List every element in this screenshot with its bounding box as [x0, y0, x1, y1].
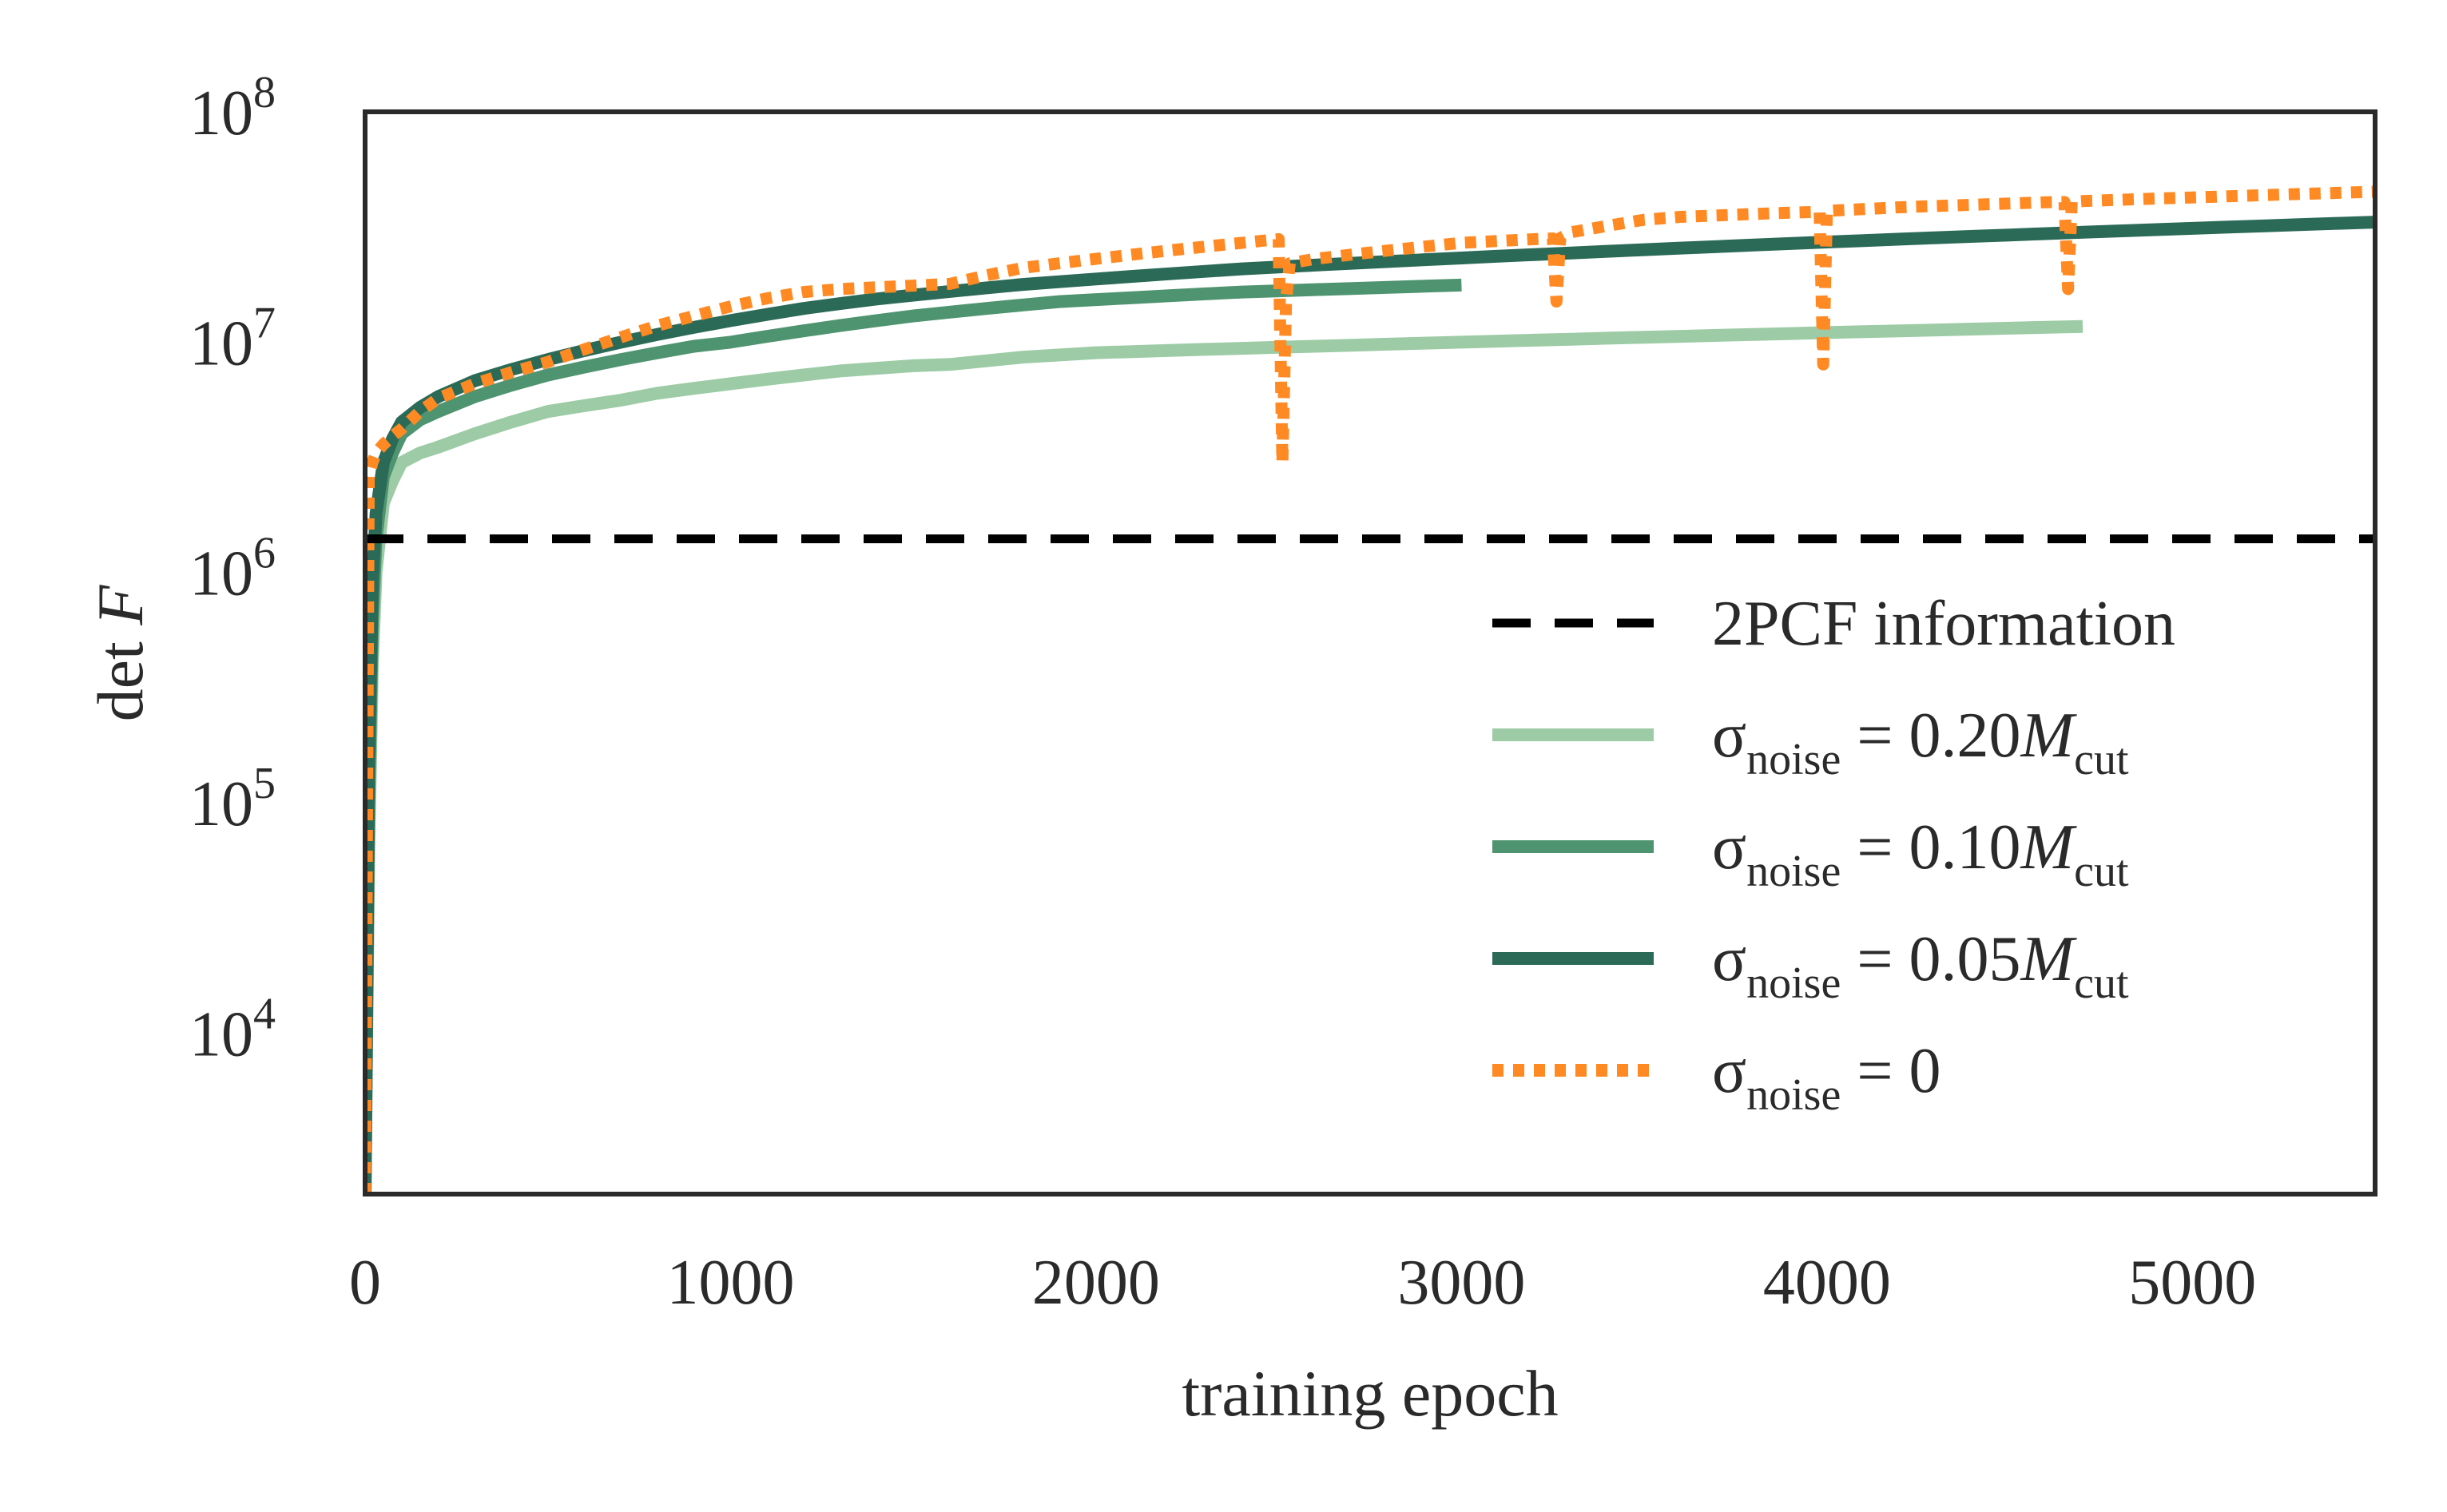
plot-frame — [363, 109, 2377, 1197]
y-tick-label-3: 107 — [189, 298, 276, 379]
y-tick-label-1: 105 — [189, 759, 276, 839]
legend-sub: noise — [1746, 735, 1841, 784]
x-tick-label-1: 1000 — [666, 1248, 794, 1318]
x-axis-label: training epoch — [1182, 1357, 1558, 1430]
y-tick-base: 10 — [189, 769, 253, 839]
x-tick-label-3: 3000 — [1397, 1248, 1525, 1318]
y-tick-exp: 5 — [253, 759, 276, 808]
legend-m: M — [2020, 700, 2077, 771]
legend-sub: noise — [1746, 1070, 1841, 1120]
y-tick-base: 10 — [189, 78, 253, 149]
y-axis-label-prefix: det — [84, 625, 157, 722]
y-axis-label-var: F — [84, 585, 157, 626]
y-tick-exp: 7 — [253, 298, 276, 347]
legend-sigma: σ — [1712, 812, 1746, 883]
y-axis-label: det F — [84, 585, 157, 722]
legend-eq: = 0.05 — [1841, 924, 2020, 994]
x-tick-label-4: 4000 — [1763, 1248, 1891, 1318]
y-tick-base: 10 — [189, 539, 253, 609]
legend-label-0: 2PCF information — [1712, 589, 2175, 659]
y-tick-label-2: 106 — [189, 529, 276, 609]
x-axis-ticks: 0 1000 2000 3000 4000 5000 — [349, 1248, 2256, 1318]
legend-label-3: σnoise = 0.05Mcut — [1712, 924, 2129, 1008]
series-line-0 — [365, 319, 2084, 1194]
x-tick-label-0: 0 — [349, 1248, 381, 1318]
legend-sigma: σ — [1712, 1036, 1746, 1106]
legend-sigma: σ — [1712, 700, 1746, 771]
series-line-2 — [365, 216, 2375, 1194]
legend-eq: = 0 — [1841, 1036, 1941, 1106]
legend-m: M — [2020, 924, 2077, 994]
y-tick-label-0: 104 — [189, 989, 276, 1070]
y-tick-label-4: 108 — [189, 68, 276, 149]
legend-label-4: σnoise = 0 — [1712, 1036, 1941, 1120]
legend-label-1: σnoise = 0.20Mcut — [1712, 700, 2129, 784]
y-tick-base: 10 — [189, 999, 253, 1070]
y-tick-exp: 6 — [253, 529, 276, 578]
x-tick-label-2: 2000 — [1032, 1248, 1160, 1318]
legend-msub: cut — [2074, 958, 2129, 1008]
legend-label-2: σnoise = 0.10Mcut — [1712, 812, 2129, 896]
legend-sigma: σ — [1712, 924, 1746, 994]
legend-m: M — [2020, 812, 2077, 883]
legend-msub: cut — [2074, 735, 2129, 784]
y-tick-exp: 8 — [253, 68, 276, 117]
y-tick-exp: 4 — [253, 989, 276, 1038]
legend-msub: cut — [2074, 847, 2129, 896]
series-line-3 — [365, 185, 2375, 1194]
legend-eq: = 0.10 — [1841, 812, 2020, 883]
x-tick-label-5: 5000 — [2128, 1248, 2256, 1318]
legend-sub: noise — [1746, 847, 1841, 896]
y-tick-base: 10 — [189, 308, 253, 379]
legend-eq: = 0.20 — [1841, 700, 2020, 771]
series-layer — [365, 185, 2375, 1194]
legend-sub: noise — [1746, 958, 1841, 1008]
